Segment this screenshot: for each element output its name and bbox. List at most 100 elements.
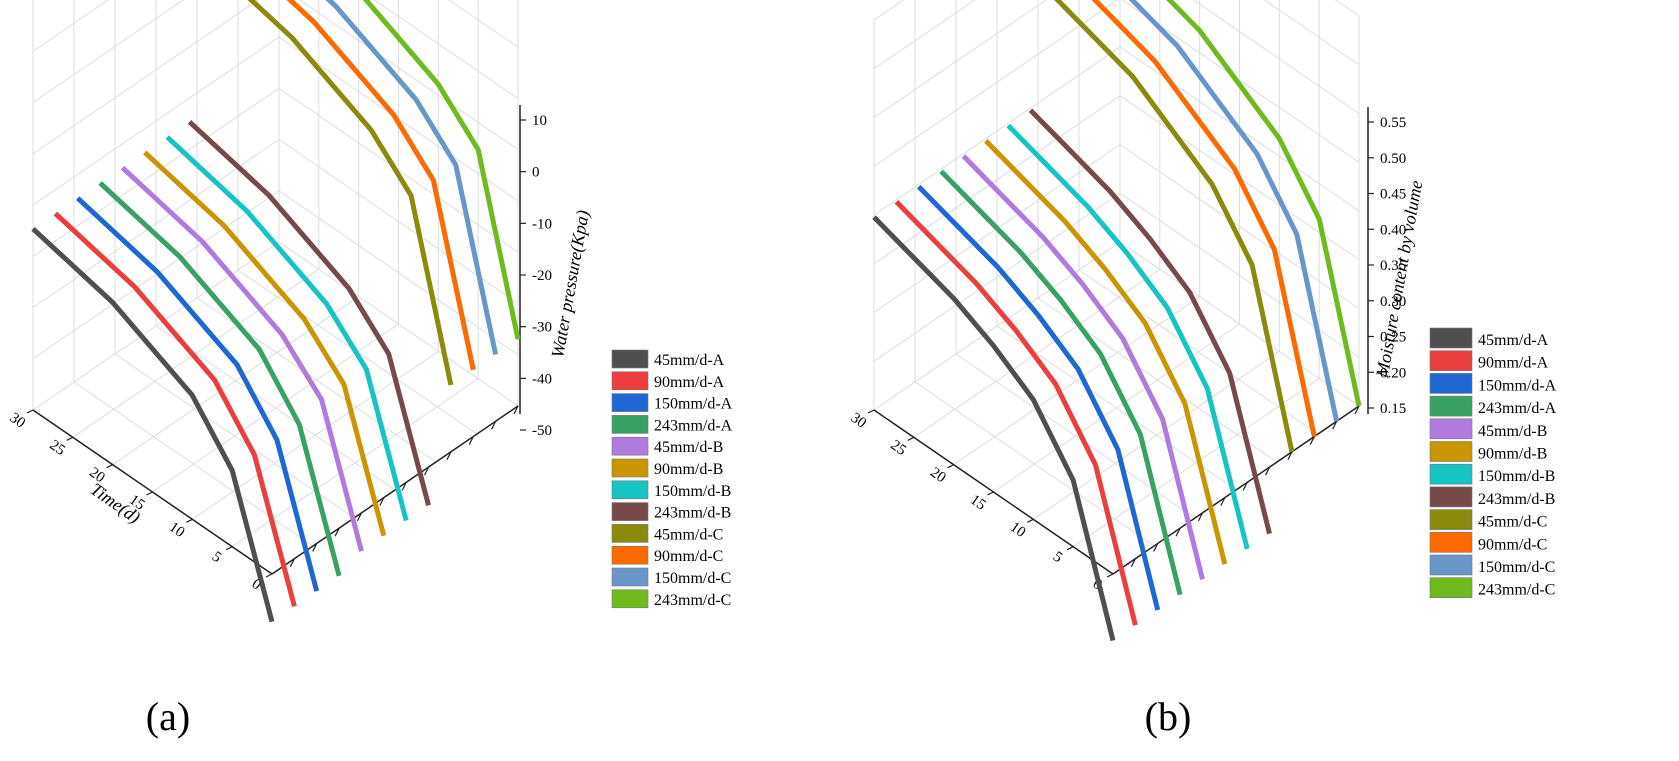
legend-label: 150mm/d-A: [654, 396, 733, 413]
series-axis-tick: [1197, 512, 1203, 522]
legend-label: 90mm/d-B: [654, 461, 723, 478]
series-axis-line: [1112, 405, 1360, 575]
series-line-243mm-d-c: [1166, 0, 1362, 407]
legend-swatch: [611, 545, 649, 565]
legend-label: 45mm/d-C: [654, 526, 723, 543]
legend-label: 90mm/d-B: [1478, 446, 1547, 463]
floor-grid-line: [1078, 269, 1319, 435]
time-tick: [987, 491, 994, 496]
time-tick-label: 5: [209, 549, 224, 566]
legend-swatch: [611, 436, 649, 456]
series-axis-tick: [356, 512, 362, 522]
z-tick-label: 10: [532, 113, 547, 129]
panel-label: (b): [1145, 694, 1192, 739]
legend-swatch: [611, 567, 649, 587]
legend-swatch: [1429, 486, 1473, 508]
legend-swatch: [611, 415, 649, 434]
series-axis-tick: [312, 543, 318, 552]
panel-label: (a): [146, 694, 190, 739]
z-tick-label: -40: [532, 371, 552, 387]
series-axis-tick: [334, 527, 340, 537]
time-tick: [907, 436, 915, 441]
legend-label: 150mm/d-B: [1478, 468, 1555, 485]
legend-label: 150mm/d-C: [1478, 559, 1555, 576]
legend-swatch: [611, 524, 649, 543]
legend-swatch: [1429, 509, 1473, 530]
series-axis-tick: [401, 482, 407, 491]
series-line-45mm-d-b: [120, 165, 364, 552]
z-tick-label: -10: [532, 216, 552, 232]
time-tick-label: 15: [967, 492, 988, 514]
series-line-243mm-d-b: [187, 120, 431, 506]
time-tick-label: 10: [1007, 519, 1028, 541]
series-axis-tick: [1354, 405, 1360, 415]
series-line-45mm-d-b: [961, 154, 1205, 581]
legend-swatch: [1429, 577, 1473, 599]
legend-swatch: [1429, 327, 1473, 349]
time-tick: [1066, 546, 1074, 551]
series-line-150mm-d-a: [76, 196, 320, 592]
series-axis-tick: [1265, 466, 1271, 476]
z-tick-label: 0.45: [1380, 187, 1406, 203]
series-axis-tick: [1153, 543, 1159, 552]
legend-label: 243mm/d-C: [1478, 582, 1555, 599]
time-tick-label: 25: [887, 437, 908, 459]
time-tick: [1027, 518, 1034, 523]
time-tick: [225, 546, 233, 551]
legend-label: 150mm/d-A: [1478, 377, 1557, 394]
z-tick-label: 0.15: [1380, 401, 1406, 417]
legend-swatch: [611, 589, 649, 609]
series-line-90mm-d-a: [894, 200, 1138, 626]
floor-grid-line: [914, 381, 1155, 547]
legend-label: 150mm/d-C: [654, 570, 731, 587]
legend-swatch: [1429, 463, 1473, 485]
series-axis-line: [271, 405, 519, 575]
series-line-45mm-d-a: [872, 215, 1116, 642]
z-tick-label: -50: [532, 423, 552, 439]
series-line-150mm-d-b: [1006, 123, 1250, 550]
legend-label: 90mm/d-A: [654, 374, 725, 391]
legend-label: 45mm/d-B: [1478, 423, 1547, 440]
series-line-150mm-d-b: [165, 135, 409, 522]
time-tick: [1106, 573, 1114, 578]
time-tick: [26, 409, 34, 414]
legend-label: 90mm/d-C: [654, 548, 723, 565]
panel-b-chart: 0510152025300.550.500.450.400.350.300.25…: [848, 0, 1557, 739]
series-line-243mm-d-a: [939, 169, 1183, 596]
legend-label: 243mm/d-B: [1478, 491, 1555, 508]
time-tick-label: 25: [46, 437, 67, 459]
series-axis-tick: [1175, 527, 1181, 537]
series-line-150mm-d-c: [325, 0, 499, 356]
floor-grid-line: [996, 325, 1237, 491]
time-tick-label: 30: [7, 410, 28, 432]
z-tick-label: 0.35: [1380, 258, 1406, 274]
series-line-150mm-d-a: [916, 184, 1161, 611]
time-tick: [265, 573, 273, 578]
legend-label: 243mm/d-B: [654, 505, 731, 522]
legend-swatch: [1429, 418, 1473, 440]
series-line-243mm-d-a: [98, 181, 342, 577]
z-tick-label: -30: [532, 320, 552, 336]
series-line-243mm-d-c: [362, 0, 521, 340]
series-axis-tick: [446, 451, 452, 461]
time-tick: [106, 464, 113, 469]
floor-grid-line: [155, 325, 396, 491]
legend-swatch: [611, 393, 649, 412]
legend-label: 243mm/d-A: [1478, 400, 1557, 417]
series-line-243mm-d-b: [1028, 108, 1272, 535]
legend-swatch: [1429, 373, 1473, 394]
series-axis-tick: [424, 466, 430, 476]
time-tick-label: 10: [166, 519, 187, 541]
z-tick-label: 0.55: [1380, 115, 1406, 131]
series-line-90mm-d-c: [1091, 0, 1317, 438]
series-line-90mm-d-b: [143, 150, 387, 537]
z-tick-label: 0: [532, 165, 540, 181]
legend-label: 45mm/d-C: [1478, 514, 1547, 531]
legend-swatch: [611, 349, 649, 369]
legend-swatch: [1429, 441, 1473, 462]
series-axis-tick: [1287, 451, 1293, 461]
series-line-45mm-d-c: [1054, 0, 1295, 453]
z-tick-label: -20: [532, 268, 552, 284]
z-axis-label: Moisture content by volume: [1372, 179, 1427, 380]
